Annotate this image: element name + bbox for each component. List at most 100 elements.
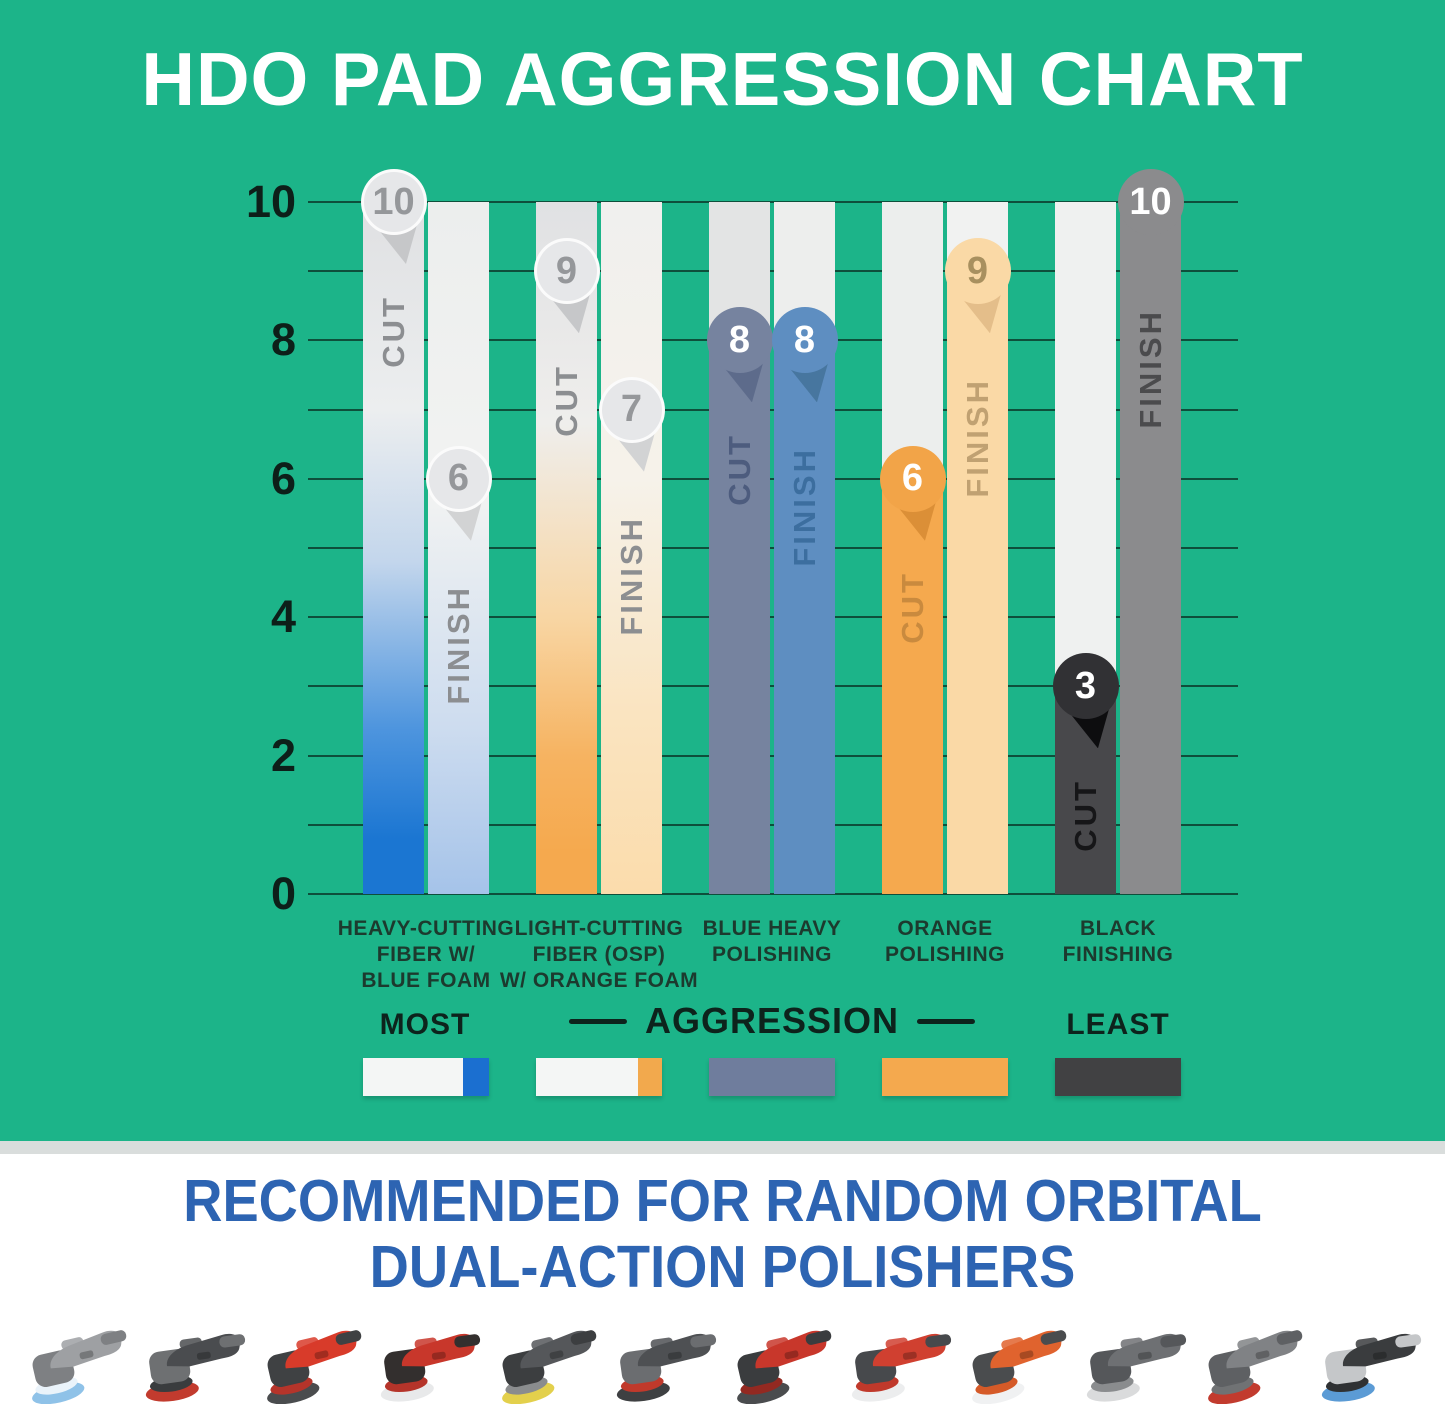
column-3-cut-value-badge: 8 — [706, 307, 773, 374]
column-5-cut-value-badge: 3 — [1052, 653, 1119, 720]
legend-aggression-label: AGGRESSION — [568, 1000, 976, 1042]
legend-swatch-3 — [709, 1058, 835, 1096]
column-5-finish-value-badge: 10 — [1117, 169, 1184, 235]
column-3-finish-bar — [774, 340, 835, 894]
polisher-icon — [737, 1330, 832, 1405]
legend-dash-right — [917, 1018, 976, 1024]
legend-most-label: MOST — [379, 1008, 471, 1041]
category-label-3: BLUE HEAVY POLISHING — [652, 916, 892, 968]
legend-least-label: LEAST — [1066, 1008, 1170, 1041]
category-label-line: POLISHING — [884, 943, 1005, 966]
column-4-finish-series-label: FINISH — [947, 335, 1008, 540]
column-2-cut-series-label-text: CUT — [548, 363, 584, 437]
category-label-line: BLUE HEAVY — [702, 917, 842, 940]
column-3-finish-series-label-text: FINISH — [786, 447, 822, 567]
polisher-icon — [31, 1330, 126, 1405]
category-label-1: HEAVY-CUTTING FIBER W/BLUE FOAM — [306, 916, 546, 994]
category-label-line: LIGHT-CUTTING — [514, 917, 684, 940]
category-label-2: LIGHT-CUTTING FIBER (OSP) W/ ORANGE FOAM — [479, 916, 719, 994]
column-1-finish-series-label-text: FINISH — [440, 585, 476, 706]
category-label-line: HEAVY-CUTTING — [337, 917, 515, 940]
column-3-cut-series-label-text: CUT — [721, 433, 757, 506]
polisher-icon — [266, 1330, 362, 1405]
column-2-finish-value-badge: 7 — [598, 376, 665, 443]
polisher-illustration-gray-polisher-yellow-pad — [490, 1314, 602, 1405]
column-5-finish-series-label: FINISH — [1120, 266, 1181, 471]
column-4-cut-series-label: CUT — [882, 543, 943, 673]
column-5-finish-bar — [1120, 202, 1181, 894]
gridline-1 — [308, 823, 1238, 826]
legend-swatch-2-end-block — [638, 1058, 662, 1096]
column-2-cut-value-badge: 9 — [533, 238, 600, 305]
column-1-finish-bar — [428, 202, 489, 894]
column-1-cut-series-label-text: CUT — [375, 294, 411, 368]
polisher-icon — [851, 1333, 951, 1402]
column-1-finish-value-badge: 6 — [425, 445, 492, 512]
category-label-line: BLUE FOAM — [361, 969, 491, 992]
column-2-finish-series-label-text: FINISH — [613, 516, 649, 636]
column-5-finish-series-label-text: FINISH — [1132, 308, 1168, 429]
gridline-9 — [308, 270, 1238, 273]
column-1-cut-series-label: CUT — [363, 266, 424, 396]
gridline-3 — [308, 685, 1238, 688]
gridline-10 — [308, 201, 1238, 203]
legend-swatch-5 — [1055, 1058, 1181, 1096]
polisher-icon — [1086, 1333, 1187, 1402]
column-3-finish-value-badge: 8 — [771, 307, 838, 374]
polisher-illustration-red-polisher-dark-pad — [255, 1314, 367, 1405]
polisher-illustrations-row — [0, 1304, 1445, 1405]
polisher-icon — [502, 1330, 597, 1405]
category-label-line: ORANGE — [897, 917, 993, 940]
polisher-illustration-black-silver-blue-pad — [1313, 1314, 1425, 1404]
category-label-line: FINISHING — [1062, 943, 1174, 966]
polisher-illustration-charcoal-polisher-red-pad — [137, 1314, 249, 1404]
column-3-cut-series-label: CUT — [709, 404, 770, 534]
category-label-line: FIBER (OSP) — [532, 943, 666, 966]
column-5-cut-series-label: CUT — [1055, 750, 1116, 880]
polisher-icon — [146, 1333, 246, 1402]
gridline-0 — [308, 893, 1238, 895]
polisher-icon — [972, 1330, 1067, 1405]
polisher-icon — [381, 1333, 481, 1402]
legend-swatch-1-end-block — [463, 1058, 489, 1096]
column-2-finish-bar — [601, 202, 662, 894]
category-label-line: W/ ORANGE FOAM — [499, 969, 699, 992]
aggression-bar-chart: 0 2 4 6 8 10 10 CUT 6 FINISH HEAVY-CUTTING FIBER W/… — [246, 169, 1238, 994]
section-divider — [0, 1141, 1445, 1154]
column-2-cut-series-label: CUT — [536, 335, 597, 465]
y-axis-tick-8: 8 — [270, 314, 296, 366]
column-5-cut-series-label-text: CUT — [1067, 779, 1103, 852]
column-4-finish-series-label-text: FINISH — [959, 377, 995, 498]
category-label-5: BLACK FINISHING — [998, 916, 1238, 968]
y-axis-tick-6: 6 — [270, 452, 296, 504]
gridline-6 — [308, 477, 1238, 480]
polisher-illustration-red-polisher-light-pad — [843, 1314, 955, 1404]
footer-heading-line2: DUAL-ACTION POLISHERS — [369, 1234, 1076, 1300]
column-1-finish-series-label: FINISH — [428, 543, 489, 748]
footer-heading-line1: RECOMMENDED FOR RANDOM ORBITAL — [183, 1168, 1262, 1234]
gridline-4 — [308, 616, 1238, 619]
polisher-icon — [616, 1333, 716, 1402]
column-3-cut-bar — [709, 340, 770, 894]
y-axis-tick-4: 4 — [270, 591, 296, 643]
legend-dash-left — [568, 1018, 627, 1024]
polisher-illustration-red-polisher-white-pad — [372, 1314, 484, 1404]
polisher-illustration-gray-polisher-red-accent — [608, 1314, 720, 1404]
legend-swatch-2 — [536, 1058, 662, 1096]
chart-title: HDO PAD AGGRESSION CHART — [141, 37, 1304, 121]
y-axis-tick-2: 2 — [270, 729, 296, 781]
gridline-2 — [308, 754, 1238, 757]
gridline-5 — [308, 547, 1238, 549]
legend-swatch-1 — [363, 1058, 489, 1096]
polisher-illustration-red-angle-polisher — [725, 1314, 837, 1405]
category-label-4: ORANGE POLISHING — [825, 916, 1065, 968]
gridline-7 — [308, 408, 1238, 411]
column-4-finish-value-badge: 9 — [944, 238, 1011, 305]
polisher-illustration-orange-mouse-sander — [960, 1314, 1072, 1405]
polisher-illustration-gray-polisher-blue-pad — [20, 1314, 132, 1405]
category-label-line: FIBER W/ — [376, 943, 476, 966]
column-4-cut-series-label-text: CUT — [894, 571, 930, 645]
polisher-icon — [1207, 1330, 1303, 1405]
column-4-cut-value-badge: 6 — [879, 445, 946, 512]
